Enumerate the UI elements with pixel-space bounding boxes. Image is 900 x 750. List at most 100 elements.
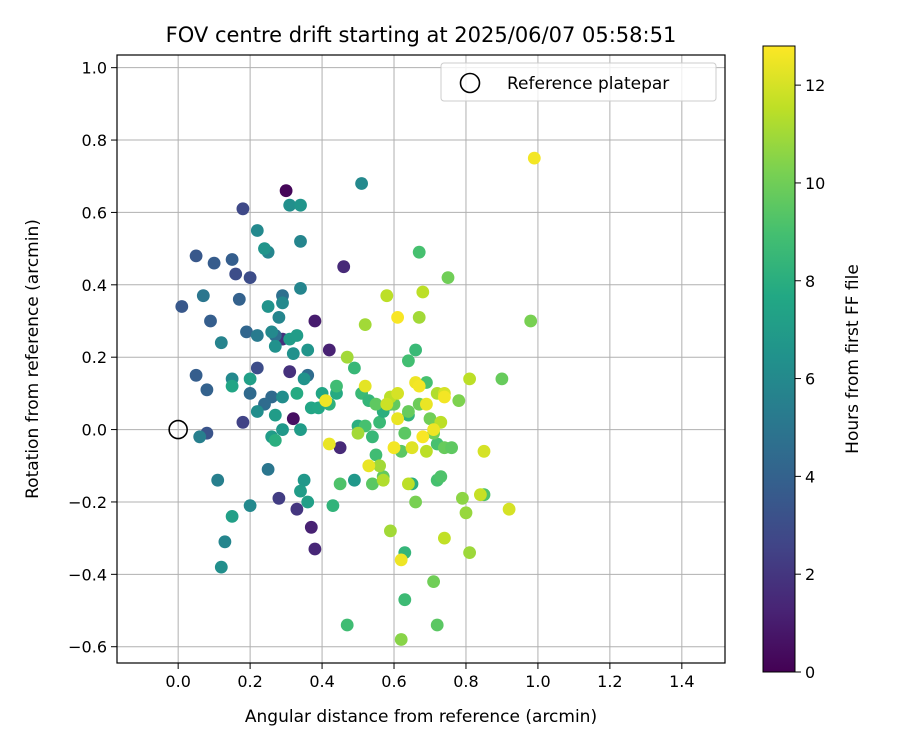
scatter-point (380, 397, 394, 411)
scatter-point (459, 506, 473, 520)
scatter-points (175, 151, 541, 646)
colorbar-tick-label: 4 (805, 467, 815, 486)
x-axis-ticks: 0.0 0.2 0.4 0.6 0.8 1.0 1.2 1.4 (165, 663, 695, 691)
scatter-point (268, 339, 282, 353)
scatter-point (348, 361, 361, 375)
scatter-point (412, 245, 426, 259)
scatter-point (463, 546, 476, 559)
chart-title: FOV centre drift starting at 2025/06/07 … (166, 23, 677, 47)
scatter-point (398, 426, 412, 440)
scatter-point (189, 368, 203, 382)
scatter-point (333, 477, 347, 491)
scatter-point (265, 325, 279, 339)
scatter-point (236, 415, 250, 429)
scatter-point (214, 336, 228, 350)
scatter-point (387, 441, 401, 455)
y-tick-label: 0.4 (82, 276, 107, 295)
colorbar-ticks: 0 2 4 6 8 10 12 (795, 76, 825, 682)
x-tick-label: 0.2 (237, 672, 262, 691)
scatter-point (308, 542, 322, 556)
scatter-point (394, 553, 408, 567)
legend-label: Reference platepar (507, 74, 669, 94)
scatter-point (369, 397, 383, 411)
scatter-point (416, 430, 430, 444)
scatter-point (301, 343, 315, 357)
scatter-point (391, 412, 404, 426)
scatter-point (527, 151, 541, 165)
x-tick-label: 1.4 (669, 672, 694, 691)
scatter-point (322, 437, 336, 451)
scatter-point (427, 575, 440, 588)
scatter-point (261, 300, 275, 313)
scatter-point (358, 379, 372, 393)
scatter-point (337, 260, 351, 274)
y-tick-label: −0.2 (68, 493, 107, 512)
scatter-point (438, 531, 451, 545)
scatter-point (243, 499, 257, 512)
scatter-point (445, 441, 458, 455)
x-axis-label: Angular distance from reference (arcmin) (245, 707, 597, 727)
scatter-point (430, 618, 444, 632)
scatter-point (308, 314, 322, 328)
colorbar-tick-label: 8 (805, 272, 815, 291)
scatter-point (283, 198, 297, 212)
colorbar: 0 2 4 6 8 10 12 Hours from first FF file (762, 45, 863, 682)
scatter-point (276, 390, 289, 404)
scatter-point (409, 495, 422, 509)
scatter-point (423, 412, 437, 426)
scatter-point (366, 477, 379, 491)
scatter-point (196, 289, 210, 303)
scatter-point (294, 423, 307, 436)
scatter-point (420, 397, 433, 411)
scatter-point (477, 444, 491, 458)
scatter-point (297, 473, 311, 487)
y-tick-label: 0.0 (82, 421, 107, 440)
scatter-point (286, 347, 300, 360)
scatter-point (420, 444, 433, 458)
x-tick-label: 0.8 (453, 672, 478, 691)
scatter-point (301, 495, 315, 509)
x-tick-label: 0.4 (309, 672, 334, 691)
scatter-point (340, 350, 354, 364)
scatter-point (380, 289, 394, 303)
scatter-point (268, 434, 282, 447)
scatter-point (225, 379, 239, 393)
y-tick-label: 0.8 (82, 131, 107, 150)
scatter-point (355, 177, 368, 190)
scatter-point (294, 198, 307, 212)
legend-box (440, 62, 717, 102)
scatter-point (391, 387, 404, 400)
scatter-point (268, 408, 282, 422)
scatter-point (373, 459, 386, 473)
scatter-point (348, 473, 361, 487)
y-tick-label: 1.0 (82, 59, 107, 78)
scatter-point (502, 502, 516, 516)
scatter-point (193, 430, 207, 444)
scatter-point (384, 524, 397, 538)
scatter-point (243, 372, 257, 386)
scatter-point (258, 242, 271, 256)
scatter-point (229, 267, 243, 281)
scatter-point (409, 343, 422, 357)
scatter-point (340, 618, 354, 632)
scatter-point (333, 441, 347, 455)
scatter-point (358, 318, 372, 331)
scatter-point (369, 448, 383, 462)
scatter-point (351, 426, 365, 440)
scatter-point (524, 314, 538, 328)
scatter-point (362, 459, 376, 473)
scatter-point (276, 296, 289, 310)
scatter-point (211, 473, 225, 487)
scatter-point (294, 484, 307, 498)
scatter-point (250, 329, 264, 342)
y-tick-label: −0.6 (68, 638, 107, 657)
scatter-point (456, 491, 469, 505)
x-tick-label: 1.2 (597, 672, 622, 691)
scatter-point (272, 491, 286, 505)
scatter-point (207, 256, 221, 270)
colorbar-tick-label: 2 (805, 565, 815, 584)
colorbar-gradient (762, 45, 796, 673)
scatter-point (290, 329, 304, 342)
